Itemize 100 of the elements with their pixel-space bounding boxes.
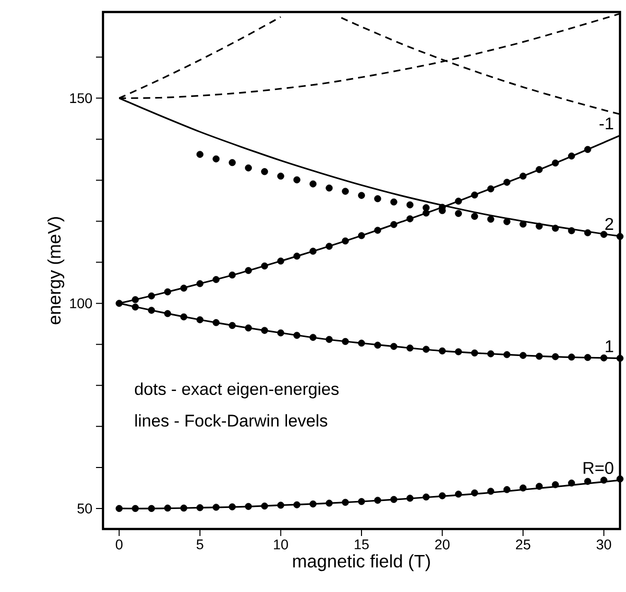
- point: [277, 172, 284, 180]
- point: [180, 313, 188, 320]
- point: [454, 490, 462, 498]
- point: [196, 150, 204, 158]
- point: [342, 498, 349, 506]
- point: [471, 192, 478, 198]
- point: [390, 198, 398, 206]
- point: [228, 159, 236, 166]
- point: [228, 322, 236, 329]
- point: [244, 324, 252, 332]
- point: [390, 221, 398, 228]
- point: [164, 310, 172, 318]
- point: [520, 220, 527, 228]
- point: [310, 248, 317, 255]
- point: [438, 347, 446, 354]
- point: [212, 319, 220, 326]
- point: [326, 500, 333, 507]
- point: [552, 159, 559, 166]
- point: [148, 292, 155, 300]
- point: [342, 188, 349, 195]
- y-tick-label: 50: [77, 504, 92, 514]
- point: [164, 288, 172, 296]
- x-tick-label: 10: [274, 540, 288, 550]
- point: [422, 493, 430, 500]
- point: [487, 185, 494, 192]
- annotation: lines - Fock-Darwin levels: [135, 414, 328, 427]
- point: [164, 504, 172, 512]
- point: [568, 227, 576, 234]
- point: [454, 198, 462, 205]
- point: [503, 218, 510, 226]
- point: [212, 155, 220, 162]
- point: [212, 504, 220, 511]
- point: [116, 504, 123, 512]
- point: [132, 304, 139, 311]
- series-label: -1: [600, 118, 614, 130]
- point: [503, 486, 510, 494]
- point: [552, 481, 559, 488]
- point: [390, 342, 398, 350]
- point: [406, 344, 414, 352]
- point: [293, 252, 300, 260]
- point: [487, 350, 494, 358]
- point: [277, 329, 284, 336]
- point: [358, 340, 365, 347]
- point: [293, 332, 300, 339]
- point: [422, 204, 430, 212]
- point: [196, 316, 204, 324]
- series-label: R=0: [584, 462, 614, 474]
- point: [438, 492, 446, 500]
- point: [277, 258, 284, 265]
- point: [584, 354, 592, 361]
- point: [358, 192, 365, 199]
- point: [228, 503, 236, 510]
- point: [310, 500, 317, 508]
- point: [244, 267, 252, 274]
- point: [584, 146, 592, 153]
- point: [180, 504, 188, 512]
- point: [406, 494, 414, 502]
- point: [503, 351, 510, 358]
- point: [454, 210, 462, 217]
- point: [277, 502, 284, 509]
- point: [358, 232, 365, 240]
- point: [196, 504, 204, 512]
- x-axis-title: magnetic field (T): [293, 554, 430, 572]
- point: [244, 164, 252, 172]
- point: [196, 280, 204, 288]
- x-tick-label: 5: [196, 540, 204, 550]
- point: [600, 230, 608, 238]
- point: [228, 272, 236, 279]
- point: [358, 498, 365, 506]
- point: [406, 215, 414, 222]
- point: [520, 352, 527, 359]
- point: [261, 168, 268, 176]
- point: [471, 489, 478, 496]
- point: [132, 504, 139, 512]
- point: [261, 262, 268, 270]
- point: [568, 152, 576, 160]
- point: [326, 242, 333, 250]
- series-label: 2: [605, 218, 614, 230]
- point: [326, 184, 333, 192]
- point: [261, 326, 268, 334]
- point: [310, 180, 317, 188]
- point: [487, 216, 494, 223]
- point: [471, 212, 478, 220]
- point: [552, 224, 559, 232]
- point: [503, 178, 510, 186]
- point: [536, 352, 543, 360]
- point: [390, 496, 398, 503]
- point: [148, 504, 155, 512]
- point: [261, 502, 268, 510]
- point: [406, 201, 414, 208]
- point: [552, 353, 559, 360]
- point: [212, 276, 220, 284]
- point: [454, 348, 462, 356]
- point: [422, 346, 430, 353]
- point: [342, 237, 349, 244]
- annotation: dots - exact eigen-energies: [134, 382, 339, 398]
- x-tick-label: 15: [354, 540, 369, 550]
- point: [132, 296, 139, 304]
- point: [520, 484, 527, 492]
- y-axis-title: energy (meV): [47, 217, 64, 324]
